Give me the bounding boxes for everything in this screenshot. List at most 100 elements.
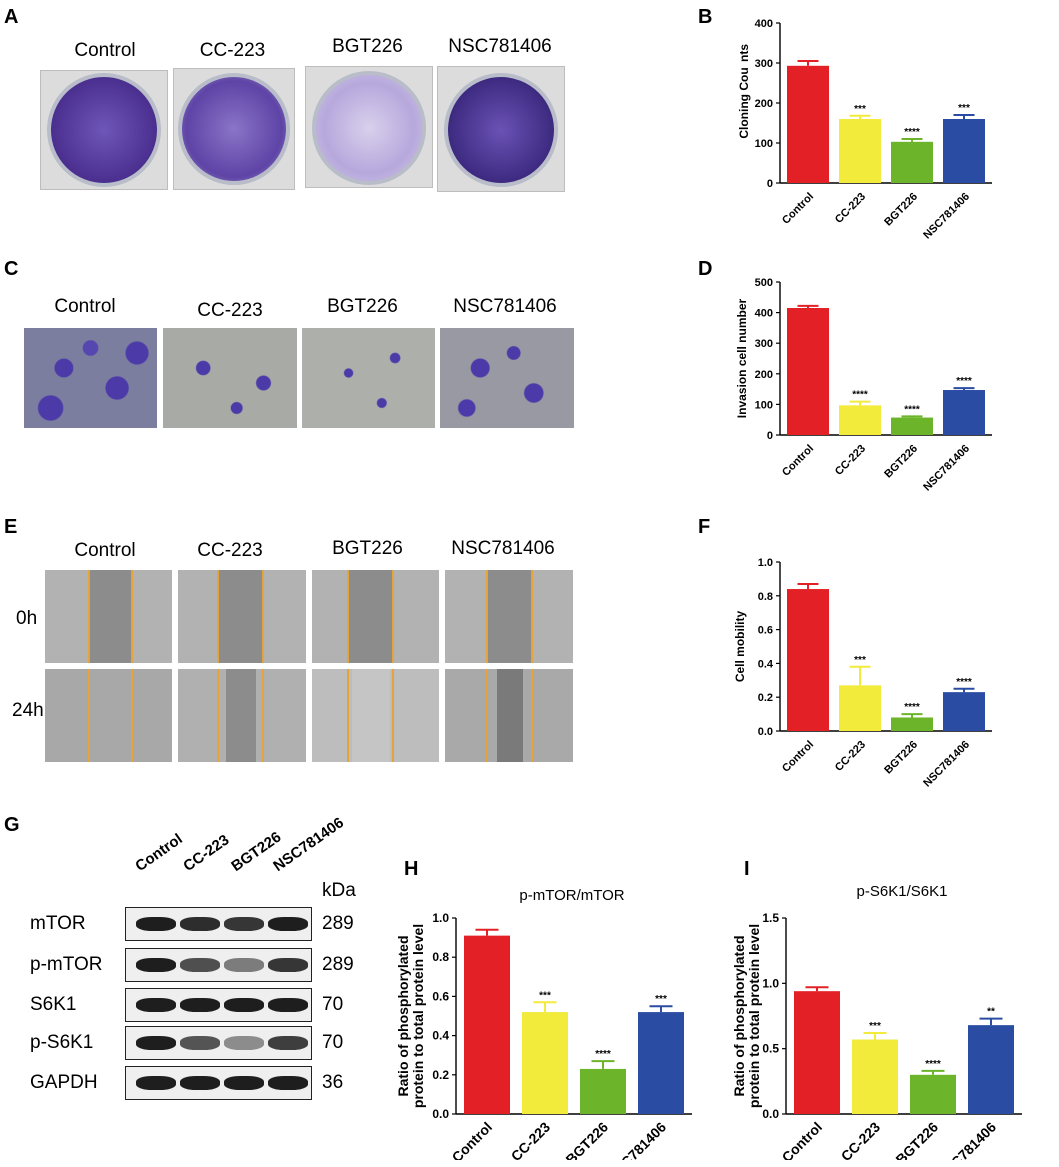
invasion-label-bgt226: BGT226 xyxy=(327,296,398,317)
category-label: BGT226 xyxy=(882,191,920,229)
category-label: CC-223 xyxy=(508,1119,554,1160)
category-label: BGT226 xyxy=(882,739,920,777)
panel-label-g: G xyxy=(4,814,20,836)
category-label: NSC781406 xyxy=(921,739,972,790)
wound-image-bgt226-24h xyxy=(312,669,439,762)
y-tick-label: 400 xyxy=(755,18,773,30)
wound-label-bgt226: BGT226 xyxy=(332,538,403,559)
wb-blot-strip xyxy=(125,988,312,1022)
category-label: Control xyxy=(780,191,816,227)
colony-dish-control xyxy=(40,70,168,190)
wb-band xyxy=(224,1076,264,1090)
bar xyxy=(794,991,840,1114)
y-tick-label: 100 xyxy=(755,138,773,150)
y-tick-label: 1.5 xyxy=(762,911,779,925)
wb-blot-strip xyxy=(125,1026,312,1060)
invasion-label-cc223: CC-223 xyxy=(197,300,263,321)
y-tick-label: 1.0 xyxy=(758,557,773,569)
y-tick-label: 1.0 xyxy=(762,976,779,990)
y-axis-label: protein to total protein level xyxy=(410,924,426,1108)
wb-band xyxy=(224,917,264,931)
y-tick-label: 0.2 xyxy=(758,692,773,704)
significance-label: *** xyxy=(854,104,866,115)
y-axis-label: protein to total protein level xyxy=(746,924,762,1108)
category-label: CC-223 xyxy=(833,739,868,774)
wound-image-bgt226-0h xyxy=(312,570,439,663)
bar xyxy=(891,417,933,435)
colony-dish-bgt226 xyxy=(305,66,433,188)
wound-label-nsc781406: NSC781406 xyxy=(451,538,555,559)
category-label: Control xyxy=(449,1119,496,1160)
invasion-image-nsc781406 xyxy=(440,328,574,428)
y-tick-label: 0.6 xyxy=(432,989,449,1003)
y-tick-label: 0.0 xyxy=(758,726,773,738)
wb-band xyxy=(180,1036,220,1050)
wb-kda-value: 36 xyxy=(322,1072,344,1093)
y-axis-label: Ratio of phosphorylated xyxy=(731,936,747,1097)
category-label: NSC781406 xyxy=(921,443,972,494)
wb-band xyxy=(136,917,176,931)
panel-label-a: A xyxy=(4,6,19,28)
wb-band xyxy=(268,917,308,931)
panel-label-c: C xyxy=(4,258,19,280)
y-tick-label: 400 xyxy=(755,308,773,320)
wb-band xyxy=(180,998,220,1012)
wb-lane-label-control: Control xyxy=(132,830,186,875)
significance-label: **** xyxy=(595,1049,611,1060)
y-tick-label: 0.5 xyxy=(762,1042,779,1056)
wb-band xyxy=(136,958,176,972)
panel-label-d: D xyxy=(698,258,713,280)
wb-band xyxy=(136,998,176,1012)
y-tick-label: 0.4 xyxy=(758,658,774,670)
panel-label-i: I xyxy=(744,858,750,880)
bar xyxy=(968,1025,1014,1114)
significance-label: ** xyxy=(987,1007,995,1018)
category-label: CC-223 xyxy=(833,443,868,478)
wb-blot-strip xyxy=(125,948,312,982)
y-tick-label: 0.6 xyxy=(758,625,773,637)
colony-dish-cc223 xyxy=(173,68,295,190)
colony-label-control: Control xyxy=(74,40,136,61)
invasion-label-nsc781406: NSC781406 xyxy=(453,296,557,317)
colony-label-bgt226: BGT226 xyxy=(332,36,403,57)
y-tick-label: 0.0 xyxy=(762,1107,779,1121)
invasion-image-control xyxy=(24,328,157,428)
chart-b-colony-count: 0 100 200 300 400 Cloning Cou nts Control *** CC-… xyxy=(737,18,992,242)
wound-row-0h: 0h xyxy=(16,608,38,629)
significance-label: *** xyxy=(854,655,866,666)
y-axis-label: Cell mobility xyxy=(733,611,747,683)
significance-label: *** xyxy=(869,1021,881,1032)
y-tick-label: 0 xyxy=(767,430,773,442)
wb-blot-strip xyxy=(125,907,312,941)
bar xyxy=(943,692,985,731)
category-label: NSC781406 xyxy=(604,1119,669,1160)
chart-h-p-mtor: p-mTOR/mTOR 0.0 0.2 0.4 0.6 0.8 1.0 Ratio of ph… xyxy=(395,887,692,1160)
bar xyxy=(787,589,829,731)
wb-kda-value: 289 xyxy=(322,913,354,934)
y-tick-label: 200 xyxy=(755,98,773,110)
significance-label: **** xyxy=(925,1059,941,1070)
colony-label-nsc781406: NSC781406 xyxy=(448,36,552,57)
chart-f-mobility: 0.0 0.2 0.4 0.6 0.8 1.0 Cell mobility Control **… xyxy=(733,557,992,790)
bar xyxy=(580,1068,626,1114)
colony-dish-nsc781406 xyxy=(437,66,565,192)
invasion-image-bgt226 xyxy=(302,328,435,428)
panel-label-f: F xyxy=(698,516,711,538)
wb-band xyxy=(268,1036,308,1050)
y-tick-label: 0.8 xyxy=(432,950,449,964)
wb-protein-label: p-S6K1 xyxy=(30,1032,94,1053)
y-tick-label: 0.0 xyxy=(432,1107,449,1121)
y-tick-label: 300 xyxy=(755,58,773,70)
category-label: Control xyxy=(780,443,816,479)
significance-label: **** xyxy=(956,677,972,688)
wound-image-control-0h xyxy=(45,570,172,663)
category-label: CC-223 xyxy=(838,1119,884,1160)
bar xyxy=(891,141,933,183)
wb-band xyxy=(224,958,264,972)
significance-label: *** xyxy=(958,103,970,114)
significance-label: *** xyxy=(655,994,667,1005)
wb-kda-value: 70 xyxy=(322,994,344,1015)
category-label: BGT226 xyxy=(882,443,920,481)
panel-label-b: B xyxy=(698,6,713,28)
category-label: BGT226 xyxy=(562,1119,611,1160)
